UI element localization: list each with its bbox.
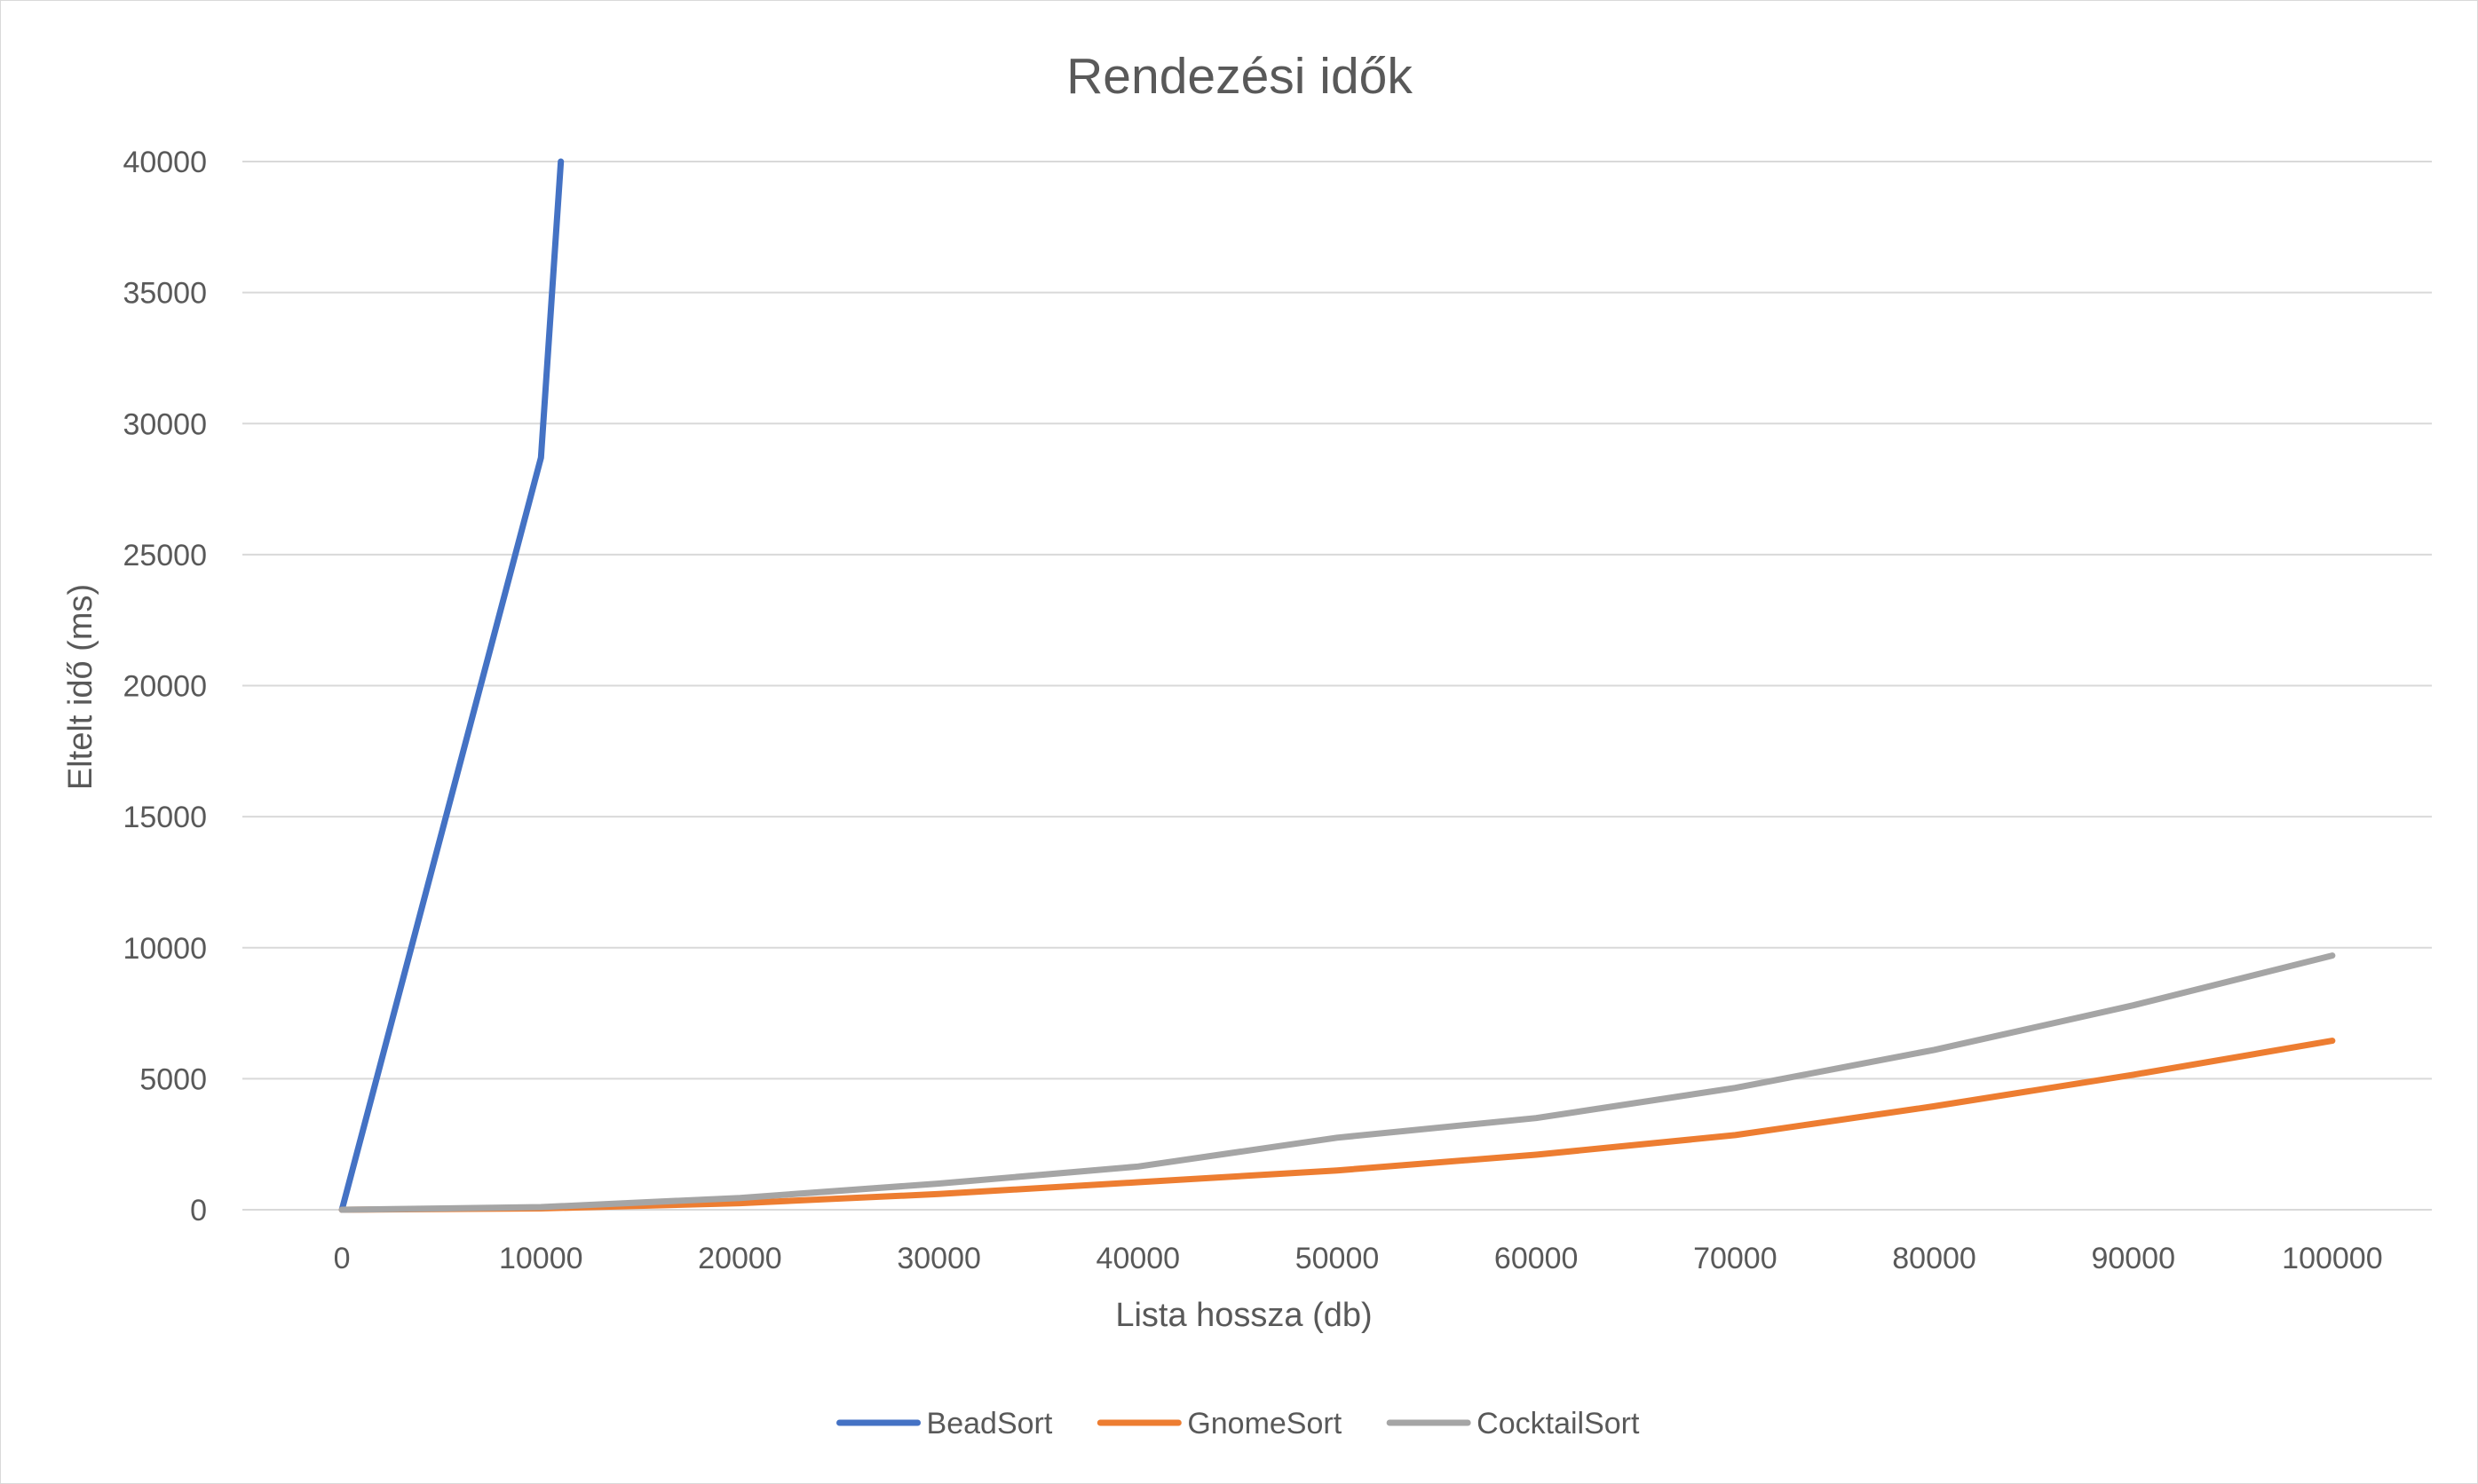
y-axis-ticks: 0 5000 10000 15000 20000 25000 30000 35000 40000	[123, 146, 207, 1227]
x-tick-label: 0	[334, 1242, 351, 1275]
x-tick-label: 50000	[1295, 1242, 1380, 1275]
y-tick-label: 0	[190, 1194, 207, 1227]
x-tick-label: 10000	[499, 1242, 583, 1275]
x-tick-label: 40000	[1096, 1242, 1181, 1275]
legend-label: BeadSort	[927, 1407, 1053, 1441]
grid-lines	[242, 161, 2432, 1211]
y-tick-label: 10000	[123, 932, 207, 966]
x-tick-label: 20000	[698, 1242, 782, 1275]
y-tick-label: 30000	[123, 407, 207, 441]
y-tick-label: 15000	[123, 801, 207, 834]
y-tick-label: 35000	[123, 277, 207, 311]
series-line-cocktailsort	[338, 952, 2336, 1213]
x-tick-label: 90000	[2091, 1242, 2175, 1275]
y-tick-label: 25000	[123, 539, 207, 572]
y-tick-label: 5000	[139, 1062, 207, 1096]
x-axis-ticks: 0 10000 20000 30000 40000 50000 60000 70000 8000…	[334, 1242, 2383, 1275]
series-line-gnomesort	[338, 1038, 2336, 1213]
series-line-beadsort	[338, 158, 565, 1213]
legend-label: GnomeSort	[1187, 1407, 1342, 1441]
x-tick-label: 80000	[1892, 1242, 1976, 1275]
chart-title: Rendezési idők	[1066, 48, 1413, 105]
x-tick-label: 70000	[1693, 1242, 1777, 1275]
x-tick-label: 60000	[1494, 1242, 1579, 1275]
x-tick-label: 100000	[2282, 1242, 2382, 1275]
x-axis-title: Lista hossza (db)	[1115, 1297, 1372, 1334]
y-axis-title: Eltelt idő (ms)	[62, 584, 99, 790]
legend-label: CocktailSort	[1477, 1407, 1640, 1441]
legend: BeadSort GnomeSort CocktailSort	[836, 1407, 1640, 1441]
y-tick-label: 40000	[123, 146, 207, 179]
y-tick-label: 20000	[123, 670, 207, 704]
series-lines	[338, 158, 2336, 1213]
x-tick-label: 30000	[897, 1242, 981, 1275]
